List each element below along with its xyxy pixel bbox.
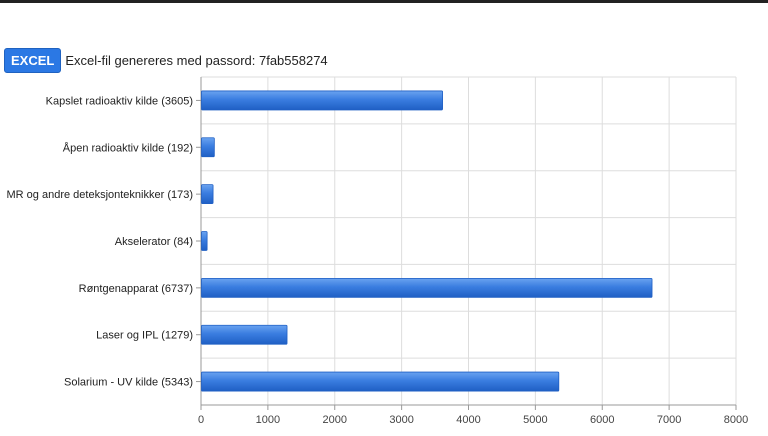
- x-tick-label: 7000: [657, 414, 681, 426]
- category-label: Røntgenapparat (6737): [79, 283, 193, 295]
- password-notice: Excel-fil genereres med passord: 7fab558…: [65, 52, 328, 68]
- x-tick-label: 3000: [389, 414, 413, 426]
- bar[interactable]: [201, 184, 214, 205]
- category-labels: Kapslet radioaktiv kilde (3605) Åpen radi…: [7, 95, 193, 388]
- category-label: Akselerator (84): [115, 236, 193, 248]
- category-label: Åpen radioaktiv kilde (192): [63, 141, 193, 154]
- x-tick-label: 0: [198, 414, 204, 426]
- category-label: Kapslet radioaktiv kilde (3605): [46, 95, 193, 107]
- x-tick-label: 1000: [256, 414, 280, 426]
- grid-layer: [200, 76, 737, 406]
- bar[interactable]: [201, 324, 288, 345]
- x-tick-label: 5000: [523, 414, 547, 426]
- bar[interactable]: [201, 371, 560, 392]
- excel-button[interactable]: EXCEL: [4, 47, 62, 73]
- bar-layer: [201, 90, 653, 392]
- bar[interactable]: [201, 90, 443, 111]
- bar[interactable]: [201, 137, 215, 158]
- x-tick-label: 4000: [456, 414, 480, 426]
- bar[interactable]: [201, 231, 208, 251]
- excel-export-row: EXCEL Excel-fil genereres med passord: 7…: [4, 47, 328, 73]
- x-axis-ticks: 0 1000 2000 3000 4000 5000 6000 7000 8000: [196, 99, 748, 426]
- category-label: MR og andre deteksjonteknikker (173): [7, 189, 193, 201]
- top-rule: [0, 0, 768, 3]
- x-tick-label: 2000: [323, 414, 347, 426]
- category-label: Laser og IPL (1279): [96, 330, 193, 342]
- x-tick-label: 8000: [724, 414, 748, 426]
- category-label: Solarium - UV kilde (5343): [64, 377, 193, 389]
- x-tick-label: 6000: [590, 414, 614, 426]
- bar[interactable]: [201, 277, 653, 298]
